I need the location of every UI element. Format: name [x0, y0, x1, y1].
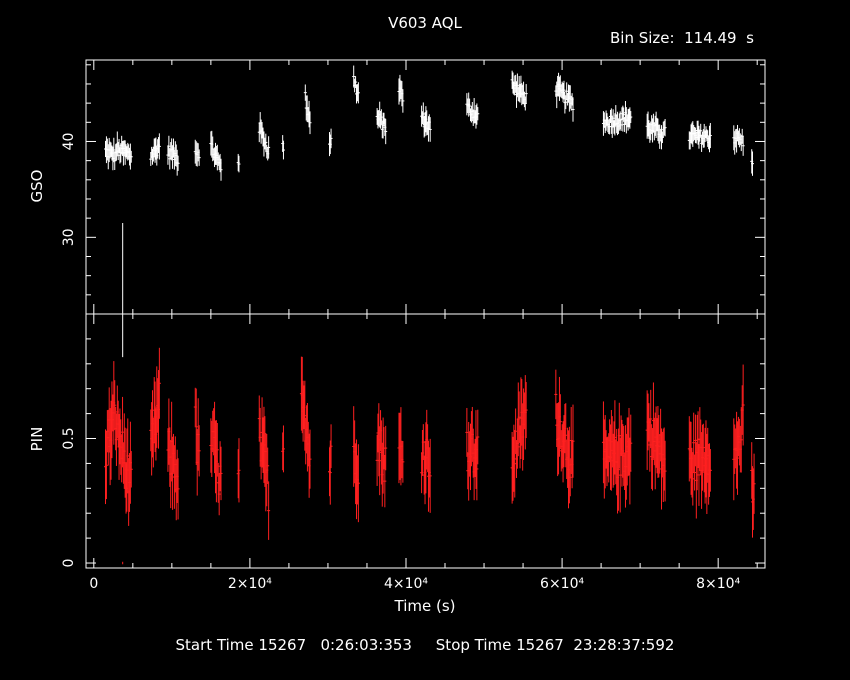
data-segment: [299, 356, 312, 498]
data-segment: [257, 112, 271, 161]
data-segment: [114, 131, 133, 170]
data-segment: [328, 128, 333, 157]
data-segment: [193, 139, 201, 167]
bin-size-annotation: Bin Size: 114.49 s: [610, 29, 754, 47]
y-axis-label-pin: PIN: [28, 426, 46, 452]
data-segment: [510, 70, 528, 111]
x-tick-label: 4×10⁴: [384, 576, 428, 592]
data-segment: [149, 133, 161, 166]
data-segment: [104, 361, 118, 505]
y-tick-label: 0: [61, 559, 77, 568]
data-segment: [554, 72, 575, 122]
data-segment: [750, 149, 755, 176]
data-segment: [281, 135, 285, 160]
x-tick-label: 0: [89, 576, 98, 592]
x-tick-label: 2×10⁴: [228, 576, 272, 592]
data-segment: [209, 130, 223, 181]
x-tick-label: 8×10⁴: [696, 576, 740, 592]
panel-frame: [85, 59, 766, 315]
data-segment: [104, 136, 118, 171]
data-segment: [397, 407, 405, 486]
data-segment: [114, 385, 133, 526]
data-segment: [375, 403, 388, 508]
panel-frame: [85, 313, 766, 569]
data-segment: [750, 442, 756, 538]
y-tick-label: 40: [61, 133, 77, 151]
data-segment: [465, 92, 480, 129]
data-segment: [554, 369, 575, 509]
data-segment: [645, 111, 667, 150]
gso-panel: 30 40: [61, 59, 766, 358]
y-tick-label: 30: [61, 228, 77, 246]
x-axis-label: Time (s): [394, 597, 456, 615]
data-segment: [328, 424, 333, 505]
data-segment: [420, 409, 432, 513]
data-segment: [149, 347, 161, 476]
y-tick-label: 0.5: [61, 427, 77, 449]
data-segment: [732, 364, 745, 501]
data-segment: [236, 153, 241, 173]
axis-ticks: 0 2×10⁴ 4×10⁴ 6×10⁴ 8×10⁴: [89, 576, 740, 592]
data-segment: [510, 375, 528, 504]
data-segment: [375, 101, 388, 145]
data-segment: [601, 101, 633, 138]
data-segment: [193, 387, 201, 496]
y-axis-label-gso: GSO: [28, 169, 46, 203]
data-segment: [303, 84, 312, 135]
time-range-footer: Start Time 15267 0:26:03:353 Stop Time 1…: [175, 636, 675, 654]
data-segment: [166, 135, 180, 176]
data-segment: [352, 65, 360, 104]
pin-panel: 00.5: [61, 313, 766, 569]
data-segment: [732, 124, 745, 156]
x-tick-label: 6×10⁴: [540, 576, 584, 592]
data-segment: [420, 102, 432, 142]
data-segment: [601, 400, 633, 514]
data-segment: [166, 398, 180, 521]
data-segment: [687, 120, 712, 153]
data-segment: [281, 425, 285, 473]
data-segment: [397, 74, 405, 113]
data-segment: [209, 401, 223, 516]
data-segment: [236, 438, 241, 503]
data-segment: [645, 382, 667, 510]
data-segment: [257, 395, 271, 540]
data-segment: [687, 407, 712, 519]
data-segment: [352, 406, 360, 523]
chart-title: V603 AQL: [388, 14, 462, 32]
data-segment: [465, 406, 480, 501]
